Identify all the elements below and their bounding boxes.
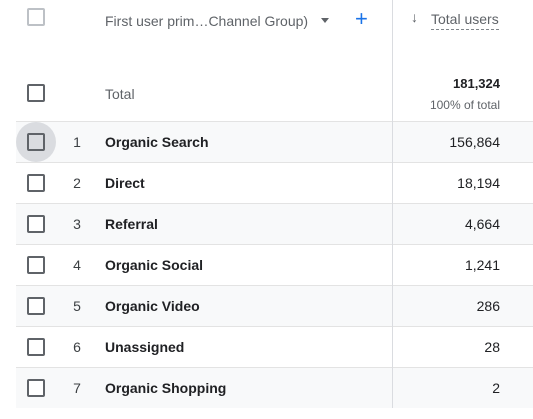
row-channel: Organic Video — [105, 298, 200, 314]
row-rank: 7 — [73, 380, 81, 396]
row-checkbox[interactable] — [27, 133, 45, 151]
checkbox-hover-highlight — [16, 122, 56, 162]
row-total-users: 18,194 — [457, 175, 500, 191]
row-total-users: 28 — [484, 339, 500, 355]
dimension-column-header[interactable]: First user prim…Channel Group) — [105, 13, 309, 29]
dimension-dropdown-caret-icon[interactable] — [321, 18, 329, 23]
total-users-value: 181,324 — [453, 76, 500, 91]
row-total-users: 156,864 — [449, 134, 500, 150]
table-row[interactable]: 3 Referral 4,664 — [16, 203, 533, 244]
add-dimension-plus-icon[interactable]: + — [355, 6, 368, 31]
table-row[interactable]: 5 Organic Video 286 — [16, 285, 533, 326]
row-total-users: 2 — [492, 380, 500, 396]
table-row[interactable]: 7 Organic Shopping 2 — [16, 367, 533, 408]
total-users-column-header[interactable]: Total users — [431, 11, 499, 30]
row-total-users: 286 — [476, 298, 500, 314]
row-rank: 1 — [73, 134, 81, 150]
total-percent: 100% of total — [429, 98, 500, 112]
total-label: Total — [105, 86, 135, 102]
row-channel: Organic Search — [105, 134, 209, 150]
table-row[interactable]: 1 Organic Search 156,864 — [16, 121, 533, 162]
row-checkbox[interactable] — [27, 338, 45, 356]
row-channel: Organic Shopping — [105, 380, 227, 396]
row-channel: Direct — [105, 175, 145, 191]
row-rank: 3 — [73, 216, 81, 232]
row-rank: 5 — [73, 298, 81, 314]
row-rank: 4 — [73, 257, 81, 273]
sort-descending-arrow-icon[interactable]: ↓ — [411, 9, 418, 25]
row-channel: Referral — [105, 216, 158, 232]
table-row[interactable]: 2 Direct 18,194 — [16, 162, 533, 203]
total-row-checkbox[interactable] — [27, 84, 45, 102]
column-divider — [392, 0, 393, 408]
row-total-users: 4,664 — [464, 216, 500, 232]
table-row[interactable]: 6 Unassigned 28 — [16, 326, 533, 367]
row-checkbox[interactable] — [27, 215, 45, 233]
row-rank: 6 — [73, 339, 81, 355]
row-total-users: 1,241 — [464, 257, 500, 273]
row-channel: Organic Social — [105, 257, 204, 273]
row-checkbox[interactable] — [27, 379, 45, 397]
row-checkbox[interactable] — [27, 297, 45, 315]
row-rank: 2 — [73, 175, 81, 191]
row-checkbox[interactable] — [27, 256, 45, 274]
select-all-checkbox[interactable] — [27, 8, 45, 26]
table-row[interactable]: 4 Organic Social 1,241 — [16, 244, 533, 285]
row-channel: Unassigned — [105, 339, 185, 355]
row-checkbox[interactable] — [27, 174, 45, 192]
